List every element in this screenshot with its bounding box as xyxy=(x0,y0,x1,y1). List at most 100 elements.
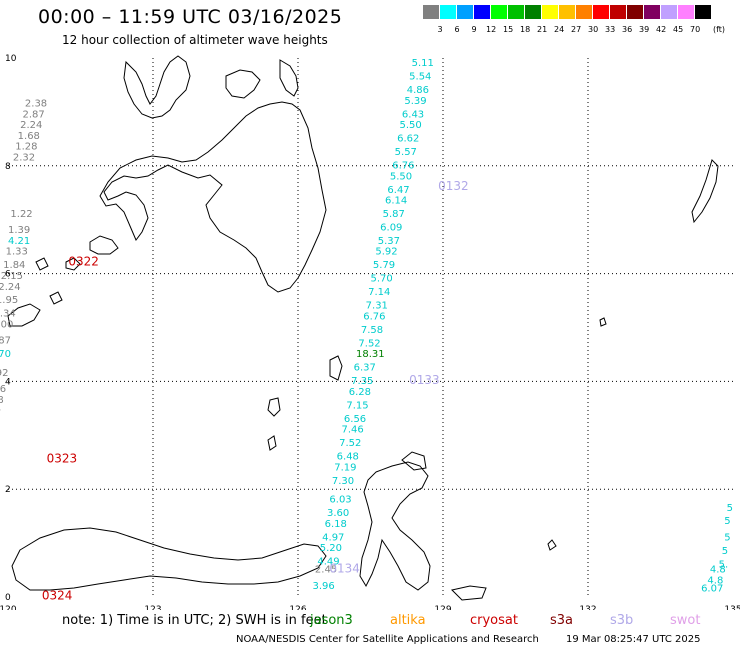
wave-height-value: 6.37 xyxy=(354,363,376,374)
wave-height-value: 6.76 xyxy=(392,160,414,171)
wave-height-value: 5.20 xyxy=(320,543,342,554)
wave-height-value: 1.68 xyxy=(18,131,40,142)
legend-swatch xyxy=(644,5,660,19)
wave-height-value: 2.38 xyxy=(25,99,47,110)
coastline-sulu-1 xyxy=(89,235,119,255)
satellite-key-cryosat: cryosat xyxy=(470,613,518,628)
coastline-north-islands-2 xyxy=(225,69,261,99)
coastline-halmahera xyxy=(359,461,431,591)
wave-height-value: 2.15 xyxy=(1,271,23,282)
wave-height-value: 4.86 xyxy=(407,85,429,96)
wave-height-value: 7.35 xyxy=(351,376,373,387)
wave-height-value: 5.11 xyxy=(412,58,434,69)
legend-label: 33 xyxy=(605,25,616,34)
wave-height-value: 6.03 xyxy=(329,495,351,506)
latitude-ticks: 0 2 4 6 8 10 xyxy=(5,54,17,603)
wave-height-value: 6.09 xyxy=(380,222,402,233)
legend-swatch xyxy=(474,5,490,19)
coastline-misc-1 xyxy=(547,539,557,551)
wave-height-value: 6.56 xyxy=(344,414,366,425)
coastline-sulu-2 xyxy=(65,257,81,271)
wave-height-value: 3.00 xyxy=(0,320,13,331)
wave-height-value: 2.32 xyxy=(13,152,35,163)
longitude-ticks: 120 123 126 129 132 135 xyxy=(0,605,740,610)
wave-height-value: 7.52 xyxy=(339,438,361,449)
legend-label: 70 xyxy=(690,25,701,34)
coastlines xyxy=(7,55,719,601)
wave-height-value: 5. xyxy=(719,559,729,570)
wave-height-value: 5.57 xyxy=(395,147,417,158)
legend-label: 21 xyxy=(537,25,548,34)
coastline-talaud xyxy=(329,355,343,381)
coastline-sulu-5 xyxy=(49,291,63,305)
longitude-tick-label: 135 xyxy=(724,605,740,610)
wave-height-value: 5.50 xyxy=(400,120,422,131)
wave-height-value: 1.22 xyxy=(10,209,32,220)
legend-label: 45 xyxy=(673,25,684,34)
pass-time-label: 0134 xyxy=(329,562,360,576)
legend-swatch xyxy=(610,5,626,19)
legend-swatch xyxy=(542,5,558,19)
wave-height-value: 7.46 xyxy=(342,425,364,436)
legend-swatch xyxy=(559,5,575,19)
longitude-tick-label: 120 xyxy=(0,605,17,610)
legend-swatch xyxy=(508,5,524,19)
pass-time-label: 0133 xyxy=(409,373,440,387)
coastline-palau xyxy=(691,159,719,224)
wave-height-value: 2.87 xyxy=(23,109,45,120)
legend-label: 42 xyxy=(656,25,667,34)
satellite-key-swot: swot xyxy=(670,613,701,628)
wave-height-value: 5.70 xyxy=(371,274,393,285)
wave-height-value: 2.28 xyxy=(0,395,4,406)
wave-height-value: 6.07 xyxy=(701,584,723,595)
altimeter-tracks: 2.382.872.241.681.282.321.221.394.211.33… xyxy=(0,58,733,595)
wave-height-value: 3.60 xyxy=(327,508,349,519)
wave-height-value: 2.24 xyxy=(0,282,21,293)
legend-swatch xyxy=(525,5,541,19)
legend-unit: (ft) xyxy=(713,25,726,34)
coastline-sangihe xyxy=(267,397,281,417)
legend-swatch xyxy=(678,5,694,19)
wave-height-value: 5 xyxy=(727,503,733,514)
longitude-tick-label: 126 xyxy=(289,605,306,610)
pass-time-label: 0324 xyxy=(42,589,73,603)
wave-height-legend: (ft) 3 6 9 12 15 18 21 24 27 30 33 36 39 42 45 70 xyxy=(423,5,728,34)
wave-height-value: 1.33 xyxy=(6,247,28,258)
legend-label: 12 xyxy=(486,25,497,34)
wave-height-value: 6.48 xyxy=(337,452,359,463)
wave-height-value: 7.58 xyxy=(361,325,383,336)
wave-height-value: 4.97 xyxy=(322,532,344,543)
wave-height-value: 2.24 xyxy=(20,120,42,131)
satellite-key-jason3: jason3 xyxy=(310,613,353,628)
pass-time-label: 0323 xyxy=(47,451,78,465)
note-text: note: 1) Time is in UTC; 2) SWH is in fe… xyxy=(62,613,327,628)
legend-swatch xyxy=(423,5,439,19)
legend-swatch xyxy=(491,5,507,19)
wave-height-value: 1.39 xyxy=(8,225,30,236)
legend-swatch xyxy=(457,5,473,19)
wave-height-value: 18.31 xyxy=(356,349,385,360)
track-sentinel-3b: 5.115.544.865.396.435.506.625.576.765.50… xyxy=(313,58,434,592)
coastline-sulu-4 xyxy=(7,303,41,327)
latitude-tick-label: 8 xyxy=(5,162,11,172)
coastline-leyte-samar xyxy=(279,59,299,97)
legend-label: 15 xyxy=(503,25,514,34)
generation-timestamp: 19 Mar 08:25:47 UTC 2025 xyxy=(566,634,701,645)
wave-height-value: 7.31 xyxy=(366,301,388,312)
wave-height-value: 6.76 xyxy=(363,311,385,322)
longitude-tick-label: 123 xyxy=(144,605,161,610)
legend-label: 24 xyxy=(554,25,565,34)
wave-height-value: 5.87 xyxy=(383,209,405,220)
wave-height-value: 1.28 xyxy=(15,142,37,153)
wave-height-value: 4.49 xyxy=(317,557,339,568)
pass-time-label: 0322 xyxy=(68,255,99,269)
legend-swatch xyxy=(593,5,609,19)
legend-label: 9 xyxy=(471,25,477,34)
latitude-tick-label: 6 xyxy=(5,270,11,280)
satellite-key-altika: altika xyxy=(390,613,426,628)
legend-swatch xyxy=(440,5,456,19)
latitude-tick-label: 4 xyxy=(5,377,11,387)
wave-height-value: 5 xyxy=(722,546,728,557)
map-title: 00:00 – 11:59 UTC 03/16/2025 xyxy=(38,6,343,28)
